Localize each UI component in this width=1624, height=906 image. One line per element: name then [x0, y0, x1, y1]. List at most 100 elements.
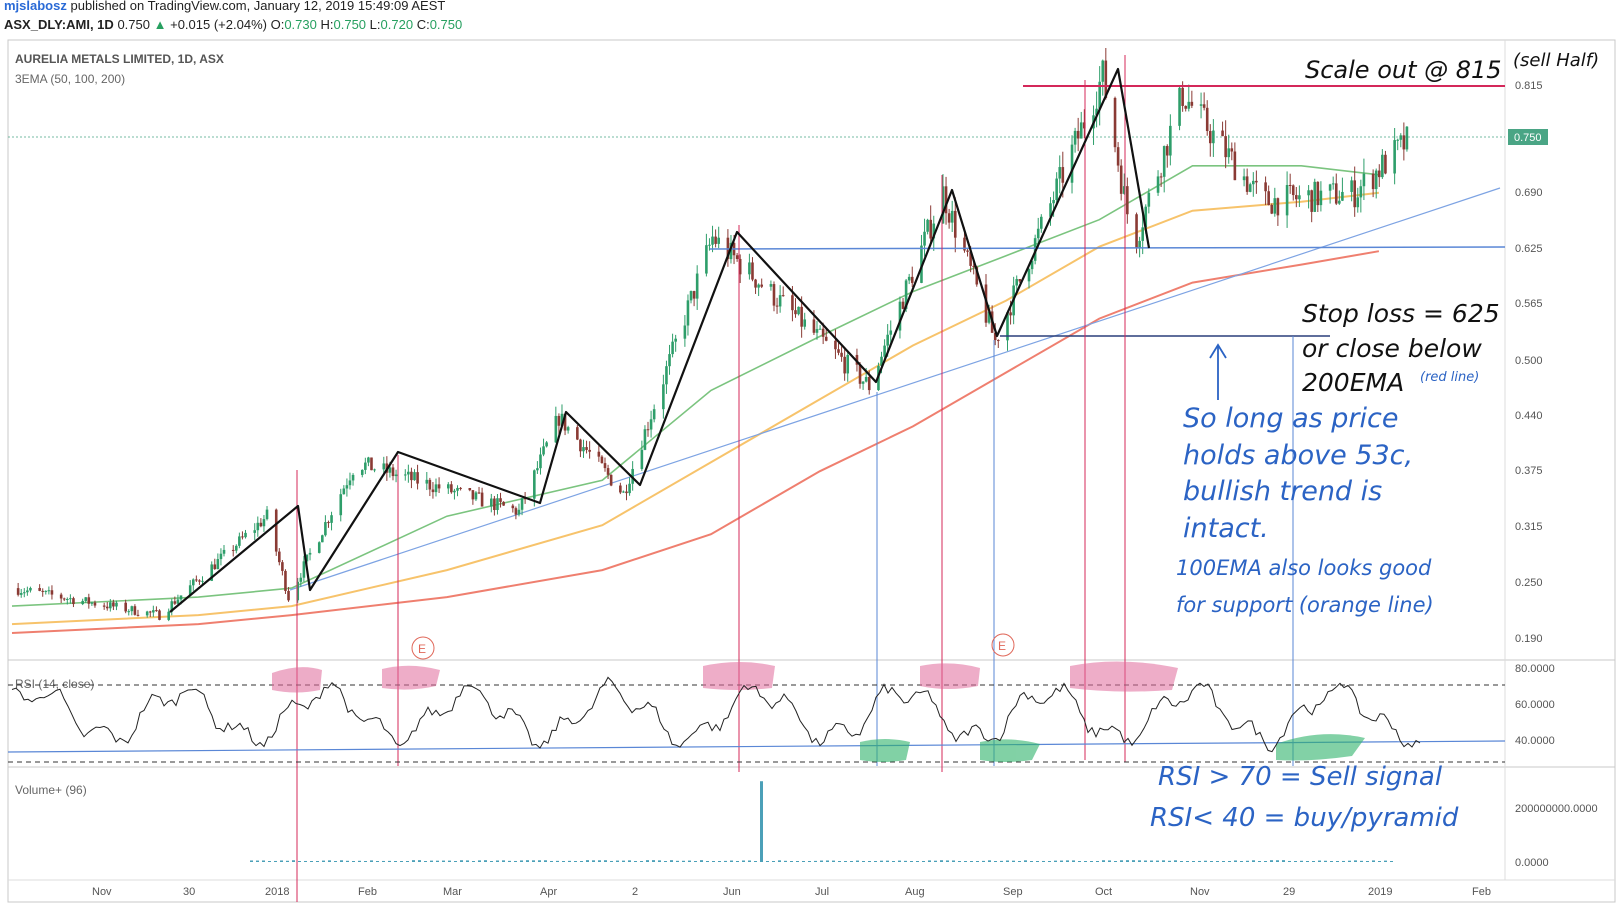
candle-body — [259, 522, 263, 527]
candle-body — [1049, 203, 1052, 217]
volume-bar — [1180, 861, 1183, 862]
earnings-marker[interactable] — [991, 633, 1015, 657]
volume-bar — [538, 860, 541, 862]
close-value: 0.750 — [429, 17, 463, 32]
change-value: +0.015 (+2.04%) — [170, 17, 267, 32]
candle-body — [62, 598, 66, 600]
rsi-label: RSI (14, close) — [15, 677, 94, 691]
candle-body — [148, 611, 152, 613]
candle-body — [867, 377, 871, 391]
candle-body — [459, 487, 462, 489]
candle-body — [1126, 186, 1129, 215]
candle-body — [1061, 167, 1065, 183]
price-tick: 0.690 — [1515, 187, 1543, 199]
candle-body — [428, 479, 432, 490]
volume-bar — [970, 861, 973, 862]
volume-bar — [718, 861, 721, 862]
volume-bar — [784, 860, 787, 862]
volume-bar — [274, 860, 277, 862]
volume-bar — [562, 861, 565, 862]
volume-bar — [1042, 860, 1045, 862]
candle-body — [299, 577, 303, 582]
candle-body — [861, 381, 865, 384]
volume-bar — [790, 861, 793, 862]
candle-body — [1221, 130, 1224, 137]
candle-body — [50, 590, 54, 595]
candle-body — [1159, 176, 1163, 178]
candle-body — [1405, 126, 1409, 150]
candle-body — [173, 601, 177, 604]
volume-bar — [808, 861, 811, 862]
stop-loss-line — [709, 246, 1506, 250]
candle-body — [210, 564, 214, 581]
open-value: 0.730 — [284, 17, 317, 32]
candle-body — [1334, 183, 1338, 204]
candle-body — [281, 562, 284, 571]
candle-body — [662, 384, 665, 410]
candle-body — [1356, 197, 1360, 208]
volume-bar — [1090, 861, 1093, 862]
volume-bar — [802, 861, 805, 862]
candle-body — [1058, 167, 1062, 179]
volume-bar — [1144, 860, 1147, 862]
volume-bar — [256, 860, 259, 862]
candle-body — [373, 469, 376, 471]
candle-body — [757, 284, 760, 288]
volume-bar — [820, 860, 823, 862]
author-link[interactable]: mjslabosz — [4, 0, 67, 13]
volume-bar — [688, 860, 691, 862]
volume-bar — [646, 860, 649, 862]
volume-bar — [1336, 861, 1339, 862]
rsi-tick: 80.0000 — [1515, 663, 1555, 675]
volume-bar — [934, 860, 937, 862]
volume-bar — [1096, 861, 1099, 862]
candle-body — [889, 330, 893, 335]
volume-bar — [1216, 861, 1219, 862]
time-label: Apr — [540, 886, 557, 898]
candle-body — [41, 590, 45, 592]
candle-body — [695, 273, 699, 299]
candle-body — [446, 484, 450, 489]
volume-bar — [694, 861, 697, 862]
candle-body — [778, 295, 782, 307]
candle-body — [308, 552, 312, 555]
hold-note-4: intact. — [1183, 513, 1269, 544]
candle-body — [115, 602, 118, 607]
candle-body — [843, 356, 846, 374]
volume-bar — [640, 861, 643, 862]
candle-body — [815, 329, 819, 333]
candle-body — [514, 508, 518, 515]
candle-body — [579, 439, 582, 452]
last-price-tag — [1508, 129, 1548, 145]
candle-body — [1181, 87, 1184, 106]
rsi-buy-note: RSI< 40 = buy/pyramid — [1150, 803, 1459, 833]
candle-body — [1184, 105, 1188, 109]
candle-body — [1147, 192, 1151, 207]
volume-bar — [664, 861, 667, 862]
candle-body — [1070, 144, 1074, 183]
candle-body — [1101, 60, 1105, 82]
candle-body — [26, 590, 29, 593]
candle-body — [1144, 206, 1148, 228]
candle-body — [542, 446, 545, 455]
stop-loss-note-3: 200EMA — [1302, 368, 1404, 397]
candle-body — [231, 549, 235, 551]
volume-bar — [1054, 860, 1057, 862]
earnings-marker[interactable] — [411, 636, 435, 660]
price-tick: 0.625 — [1515, 243, 1543, 255]
volume-bar — [1048, 861, 1051, 862]
high-value: 0.750 — [333, 17, 367, 32]
candle-body — [652, 409, 656, 420]
volume-bar — [862, 861, 865, 862]
candle-body — [502, 501, 505, 506]
volume-bar — [1126, 860, 1129, 862]
candle-body — [1267, 191, 1270, 205]
candle-body — [609, 474, 613, 486]
change-arrow-icon: ▲ — [153, 17, 167, 32]
volume-bar — [1300, 860, 1303, 862]
candle-body — [649, 419, 653, 430]
volume-bar — [250, 860, 253, 862]
volume-bar — [382, 860, 385, 862]
volume-bar — [742, 860, 745, 862]
